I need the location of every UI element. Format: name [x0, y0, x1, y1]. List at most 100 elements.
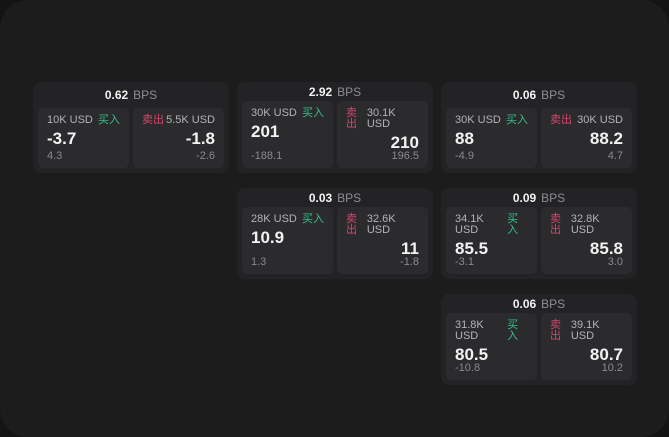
spread-header: 0.06 BPS: [446, 294, 632, 313]
sell-panel-top: 卖出 30K USD: [550, 115, 623, 126]
buy-price: -3.7: [47, 129, 77, 148]
spread-unit: BPS: [337, 190, 362, 205]
sell-size-label: 30K USD: [577, 114, 623, 126]
buy-secondary-value: -4.9: [455, 150, 474, 162]
spread-header: 0.09 BPS: [446, 188, 632, 207]
buy-secondary-value: 4.3: [47, 150, 63, 162]
buy-size-label: 34.1K USD: [455, 213, 484, 236]
sell-label: 卖出: [550, 213, 561, 236]
quote-card: 0.62 BPS 10K USD 买入 -3.7 4.3 卖出 5.5K USD…: [33, 82, 229, 173]
buy-panel-top: 30K USD 买入: [251, 108, 324, 119]
sell-price: 11: [401, 239, 419, 258]
sell-secondary-value: 3.0: [607, 256, 623, 268]
buy-size-label: 28K USD: [251, 213, 297, 225]
quote-panels: 31.8K USD 买入 80.5 -10.8 卖出 39.1K USD 80.…: [446, 313, 632, 380]
buy-panel-top: 28K USD 买入: [251, 214, 324, 225]
sell-label: 卖出: [550, 319, 561, 342]
buy-label: 买入: [302, 107, 324, 119]
spread-header: 0.03 BPS: [242, 188, 428, 207]
buy-secondary-value: -188.1: [251, 150, 283, 162]
buy-panel[interactable]: 30K USD 买入 88 -4.9: [446, 108, 537, 168]
spread-value: 0.09: [512, 190, 537, 205]
buy-panel-top: 10K USD 买入: [47, 115, 120, 126]
sell-panel[interactable]: 卖出 30K USD 88.2 4.7: [541, 108, 632, 168]
sell-secondary-value: -1.8: [400, 256, 419, 268]
sell-label: 卖出: [142, 114, 164, 126]
spread-header: 0.06 BPS: [446, 82, 632, 108]
buy-label: 买入: [98, 114, 120, 126]
buy-panel-top: 34.1K USD 买入: [455, 214, 528, 236]
sell-panel[interactable]: 卖出 39.1K USD 80.7 10.2: [541, 313, 632, 380]
spread-header: 0.62 BPS: [38, 82, 224, 108]
buy-secondary-value: -3.1: [455, 256, 474, 268]
spread-value: 0.62: [104, 88, 129, 102]
buy-price: 85.5: [455, 239, 489, 258]
spread-header: 2.92 BPS: [242, 82, 428, 101]
buy-panel[interactable]: 28K USD 买入 10.9 1.3: [242, 207, 333, 274]
spread-unit: BPS: [541, 190, 566, 205]
quote-grid: 0.62 BPS 10K USD 买入 -3.7 4.3 卖出 5.5K USD…: [33, 82, 637, 385]
sell-size-label: 32.6K USD: [366, 213, 396, 236]
quote-card: 0.09 BPS 34.1K USD 买入 85.5 -3.1 卖出 32.8K…: [441, 188, 637, 279]
sell-panel[interactable]: 卖出 5.5K USD -1.8 -2.6: [133, 108, 224, 168]
buy-secondary-value: 1.3: [251, 256, 267, 268]
spread-unit: BPS: [337, 84, 362, 99]
spread-unit: BPS: [541, 296, 566, 311]
sell-label: 卖出: [346, 213, 357, 236]
sell-size-label: 30.1K USD: [366, 107, 396, 130]
sell-panel-top: 卖出 5.5K USD: [142, 115, 215, 126]
buy-size-label: 30K USD: [251, 107, 297, 119]
sell-price: 210: [390, 133, 419, 152]
spread-value: 0.03: [308, 190, 333, 205]
buy-size-label: 30K USD: [455, 114, 501, 126]
spread-value: 0.06: [512, 296, 537, 311]
buy-panel-top: 31.8K USD 买入: [455, 320, 528, 342]
buy-label: 买入: [506, 114, 528, 126]
sell-secondary-value: 10.2: [601, 362, 623, 374]
sell-panel[interactable]: 卖出 32.8K USD 85.8 3.0: [541, 207, 632, 274]
sell-secondary-value: -2.6: [196, 150, 215, 162]
sell-price: 88.2: [589, 129, 623, 148]
sell-panel-top: 卖出 32.8K USD: [550, 214, 623, 236]
buy-panel[interactable]: 10K USD 买入 -3.7 4.3: [38, 108, 129, 168]
quote-panels: 30K USD 买入 88 -4.9 卖出 30K USD 88.2 4.7: [446, 108, 632, 168]
sell-size-label: 32.8K USD: [570, 213, 600, 236]
quote-card: 0.06 BPS 30K USD 买入 88 -4.9 卖出 30K USD 8…: [441, 82, 637, 173]
sell-panel-top: 卖出 39.1K USD: [550, 320, 623, 342]
sell-price: 85.8: [589, 239, 623, 258]
sell-label: 卖出: [346, 107, 357, 130]
sell-secondary-value: 196.5: [391, 150, 419, 162]
spread-unit: BPS: [133, 88, 158, 102]
sell-panel[interactable]: 卖出 30.1K USD 210 196.5: [337, 101, 428, 168]
buy-label: 买入: [302, 213, 324, 225]
sell-size-label: 5.5K USD: [166, 114, 215, 126]
sell-price: 80.7: [589, 345, 623, 364]
buy-price: 88: [455, 129, 474, 148]
buy-price: 201: [251, 122, 280, 141]
quote-card: 0.03 BPS 28K USD 买入 10.9 1.3 卖出 32.6K US…: [237, 188, 433, 279]
sell-panel-top: 卖出 30.1K USD: [346, 108, 419, 130]
spread-value: 2.92: [308, 84, 333, 99]
buy-secondary-value: -10.8: [455, 362, 481, 374]
buy-size-label: 10K USD: [47, 114, 93, 126]
spread-unit: BPS: [541, 88, 566, 102]
buy-label: 买入: [507, 213, 519, 236]
sell-size-label: 39.1K USD: [570, 319, 600, 342]
sell-secondary-value: 4.7: [607, 150, 623, 162]
buy-price: 10.9: [251, 228, 285, 247]
buy-panel[interactable]: 30K USD 买入 201 -188.1: [242, 101, 333, 168]
sell-panel[interactable]: 卖出 32.6K USD 11 -1.8: [337, 207, 428, 274]
buy-panel[interactable]: 31.8K USD 买入 80.5 -10.8: [446, 313, 537, 380]
quote-card: 0.06 BPS 31.8K USD 买入 80.5 -10.8 卖出 39.1…: [441, 294, 637, 385]
buy-panel[interactable]: 34.1K USD 买入 85.5 -3.1: [446, 207, 537, 274]
quote-panels: 34.1K USD 买入 85.5 -3.1 卖出 32.8K USD 85.8…: [446, 207, 632, 274]
quote-panels: 28K USD 买入 10.9 1.3 卖出 32.6K USD 11 -1.8: [242, 207, 428, 274]
spread-value: 0.06: [512, 88, 537, 102]
quote-card: 2.92 BPS 30K USD 买入 201 -188.1 卖出 30.1K …: [237, 82, 433, 173]
sell-label: 卖出: [550, 114, 572, 126]
sell-panel-top: 卖出 32.6K USD: [346, 214, 419, 236]
buy-panel-top: 30K USD 买入: [455, 115, 528, 126]
sell-price: -1.8: [185, 129, 215, 148]
buy-label: 买入: [507, 319, 519, 342]
